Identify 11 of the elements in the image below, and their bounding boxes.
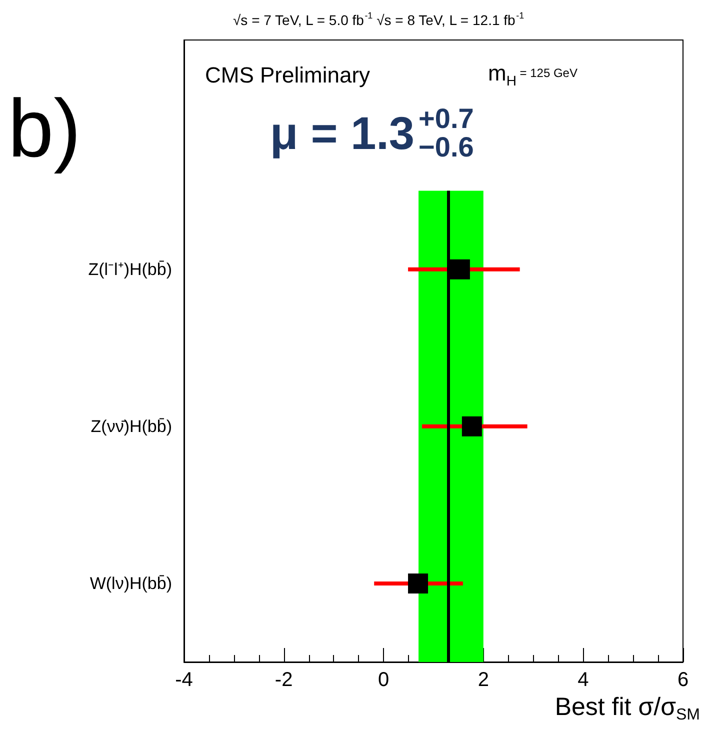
y-tick-label: Z(νν̄)H(bb̄) [90, 416, 172, 436]
text: b) [8, 84, 81, 174]
y-tick-label: Z(l⁻l⁺)H(bb̄) [88, 260, 172, 279]
x-tick-label: 6 [677, 669, 689, 691]
y-tick-label: W(lν)H(bb̄) [90, 574, 172, 593]
x-tick-label: 2 [478, 669, 489, 691]
x-tick-label: -4 [175, 669, 193, 691]
x-tick-label: -2 [274, 669, 293, 691]
text: CMS Preliminary [205, 62, 370, 88]
x-tick-label: 0 [378, 669, 390, 691]
x-tick-label: 4 [578, 669, 589, 691]
